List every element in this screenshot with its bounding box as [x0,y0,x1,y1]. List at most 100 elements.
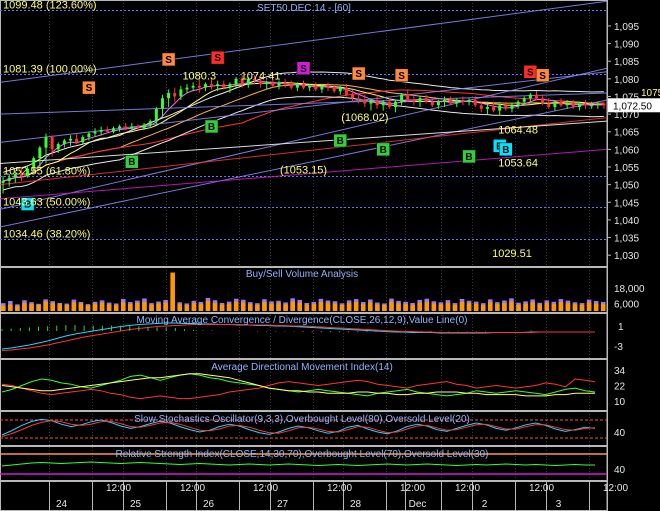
signal-marker[interactable]: B [462,149,476,164]
volume-buy-bar[interactable] [396,303,401,311]
price-bar-body[interactable] [142,124,146,129]
price-bar-body[interactable] [516,101,520,106]
price-bar-body[interactable] [81,137,85,143]
price-bar-body[interactable] [203,84,207,88]
price-bar-body[interactable] [191,85,195,88]
volume-buy-bar[interactable] [600,304,606,311]
price-bar-body[interactable] [50,137,54,150]
volume-buy-bar[interactable] [586,302,592,311]
price-bar-body[interactable] [375,99,379,106]
signal-marker-box[interactable] [82,80,96,95]
volume-buy-bar[interactable] [8,304,13,311]
price-bar-body[interactable] [93,131,97,134]
volume-buy-bar[interactable] [509,301,514,311]
price-bar-body[interactable] [118,126,122,129]
price-bar-body[interactable] [461,99,465,102]
price-bar-body[interactable] [485,107,489,109]
price-bar-body[interactable] [44,137,48,148]
signal-marker[interactable]: S [394,68,409,83]
price-bar-body[interactable] [400,94,404,102]
price-bar-body[interactable] [283,82,287,85]
volume-buy-bar[interactable] [255,304,260,311]
volume-buy-bar[interactable] [283,304,288,311]
volume-buy-bar[interactable] [233,301,239,311]
price-bar-body[interactable] [547,103,551,108]
volume-buy-bar[interactable] [149,304,154,311]
adx-chart[interactable] [1,373,596,400]
signal-marker-box[interactable] [535,68,550,83]
volume-buy-bar[interactable] [64,305,70,311]
volume-buy-bar[interactable] [205,301,211,311]
volume-buy-bar[interactable] [177,304,183,311]
volume-buy-bar[interactable] [403,303,408,311]
price-bar-body[interactable] [56,144,60,150]
volume-buy-bar[interactable] [99,302,105,311]
price-bar-body[interactable] [565,103,569,106]
price-chart[interactable]: BSBSBSSBSBSBBBSS [0,0,660,256]
signal-marker[interactable]: S [161,52,176,67]
price-bar-body[interactable] [32,158,36,169]
price-bar-body[interactable] [26,168,30,176]
price-bar-body[interactable] [320,85,324,90]
volume-buy-bar[interactable] [36,304,41,311]
price-bar-body[interactable] [105,129,109,132]
price-bar-body[interactable] [111,128,115,132]
price-bar-body[interactable] [443,99,447,102]
price-bar-body[interactable] [571,103,575,108]
price-bar-body[interactable] [357,98,361,100]
signal-marker[interactable]: S [296,61,311,75]
price-bar-body[interactable] [185,87,189,90]
signal-marker[interactable]: S [82,80,96,95]
price-bar-body[interactable] [75,138,79,143]
signal-marker-box[interactable] [394,68,409,83]
volume-buy-bar[interactable] [375,304,380,311]
volume-buy-bar[interactable] [339,304,345,311]
price-bar-body[interactable] [436,101,440,106]
volume-buy-bar[interactable] [410,304,415,311]
volume-buy-bar[interactable] [163,302,168,311]
price-bar-body[interactable] [467,99,471,102]
signal-marker[interactable]: B [204,119,219,134]
adx-minus_di-line[interactable] [1,378,596,400]
volume-buy-bar[interactable] [262,302,267,311]
volume-buy-bar[interactable] [346,302,352,311]
signal-marker-box[interactable] [462,149,476,164]
price-bar-body[interactable] [277,82,281,86]
price-bar-body[interactable] [271,82,275,86]
price-bar-body[interactable] [559,101,563,106]
signal-marker[interactable]: S [351,66,366,81]
price-bar-body[interactable] [173,92,177,97]
volume-buy-bar[interactable] [248,304,253,311]
price-bar-body[interactable] [289,84,293,88]
rsi-rsi-line[interactable] [1,461,595,467]
price-bar-body[interactable] [228,84,232,88]
price-bar-body[interactable] [602,103,606,106]
signal-marker[interactable]: S [535,68,550,83]
price-bar-body[interactable] [504,105,508,109]
volume-buy-bar[interactable] [290,301,295,311]
volume-buy-bar[interactable] [170,272,175,311]
macd-chart[interactable] [1,322,595,351]
price-bar-body[interactable] [369,99,373,104]
price-bar-body[interactable] [148,121,152,125]
volume-buy-bar[interactable] [438,304,444,311]
stochastic-k-line[interactable] [1,418,596,436]
volume-buy-bar[interactable] [558,302,564,311]
price-bar-body[interactable] [455,99,459,104]
volume-buy-bar[interactable] [579,304,585,311]
volume-buy-bar[interactable] [212,302,218,311]
volume-buy-bar[interactable] [43,301,48,311]
price-bar-body[interactable] [210,84,214,86]
price-bar-body[interactable] [479,105,483,109]
price-bar-body[interactable] [498,105,502,111]
volume-buy-bar[interactable] [502,303,507,311]
price-bar-body[interactable] [473,99,477,106]
price-bar-body[interactable] [492,107,496,111]
volume-buy-bar[interactable] [71,302,77,311]
price-bar-body[interactable] [87,133,91,138]
volume-buy-bar[interactable] [57,304,63,311]
volume-buy-bar[interactable] [269,303,274,311]
price-bar-body[interactable] [13,174,17,178]
macd-signal-line[interactable] [1,324,595,351]
signal-marker[interactable]: B [376,142,390,157]
